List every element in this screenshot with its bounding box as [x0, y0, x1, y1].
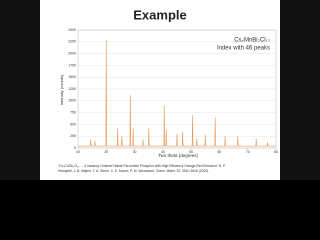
x-axis-label: Two theta (degrees) [158, 153, 199, 158]
data-line [78, 39, 276, 147]
annotation: Cs₄MnBi₂Cl₁₂ [234, 38, 270, 44]
y-tick-label: 2000 [68, 52, 76, 56]
x-tick-label: 10 [76, 150, 80, 154]
annotation: Index with 46 peaks [217, 46, 270, 52]
slide-title: Example [133, 7, 186, 22]
x-tick-label: 40 [161, 150, 165, 154]
x-tick-label: 70 [246, 150, 250, 154]
y-tick-label: 1250 [68, 87, 76, 91]
slide: Example Cs₄MnBi₂Cl₁₂ Index with 46 peaks… [0, 0, 320, 180]
x-tick-label: 80 [274, 150, 278, 154]
x-tick-label: 60 [217, 150, 221, 154]
y-tick-label: 2500 [68, 28, 76, 32]
plot-frame [77, 29, 277, 149]
footnote: "Cs₄CuSb₂Cl₁₂ ... d Vacancy Ordered Hali… [58, 164, 226, 168]
y-tick-label: 750 [70, 111, 76, 115]
y-tick-label: 2250 [68, 40, 76, 44]
y-tick-label: 250 [70, 134, 76, 138]
x-tick-label: 50 [189, 150, 193, 154]
footnote: Holzapfel, J. B. Majher, T. A. Strom, C.… [58, 169, 209, 173]
y-axis-label: Intensity (counts) [59, 74, 64, 105]
y-tick-label: 1750 [68, 63, 76, 67]
y-tick-label: 1500 [68, 75, 76, 79]
x-tick-label: 30 [133, 150, 137, 154]
x-tick-label: 20 [104, 150, 108, 154]
y-tick-label: 0 [74, 146, 76, 150]
y-tick-label: 1000 [68, 99, 76, 103]
y-tick-label: 500 [70, 122, 76, 126]
